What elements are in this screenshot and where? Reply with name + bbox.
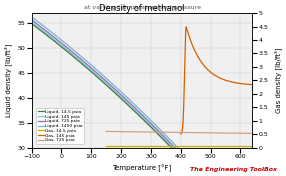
Legend: Liquid, 14.5 psia, Liquid, 145 psia, Liquid, 725 psia, Liquid, 1450 psia, Gas, 1: Liquid, 14.5 psia, Liquid, 145 psia, Liq… [36, 108, 84, 144]
Y-axis label: Liquid density [lb/ft³]: Liquid density [lb/ft³] [4, 44, 12, 117]
X-axis label: Temperature [°F]: Temperature [°F] [112, 164, 172, 172]
Text: The Engineering ToolBox: The Engineering ToolBox [190, 168, 277, 172]
Text: at varying temperature and pressure: at varying temperature and pressure [84, 5, 200, 11]
Title: Density of methanol: Density of methanol [99, 4, 185, 13]
Y-axis label: Gas density [lb/ft³]: Gas density [lb/ft³] [274, 48, 282, 113]
